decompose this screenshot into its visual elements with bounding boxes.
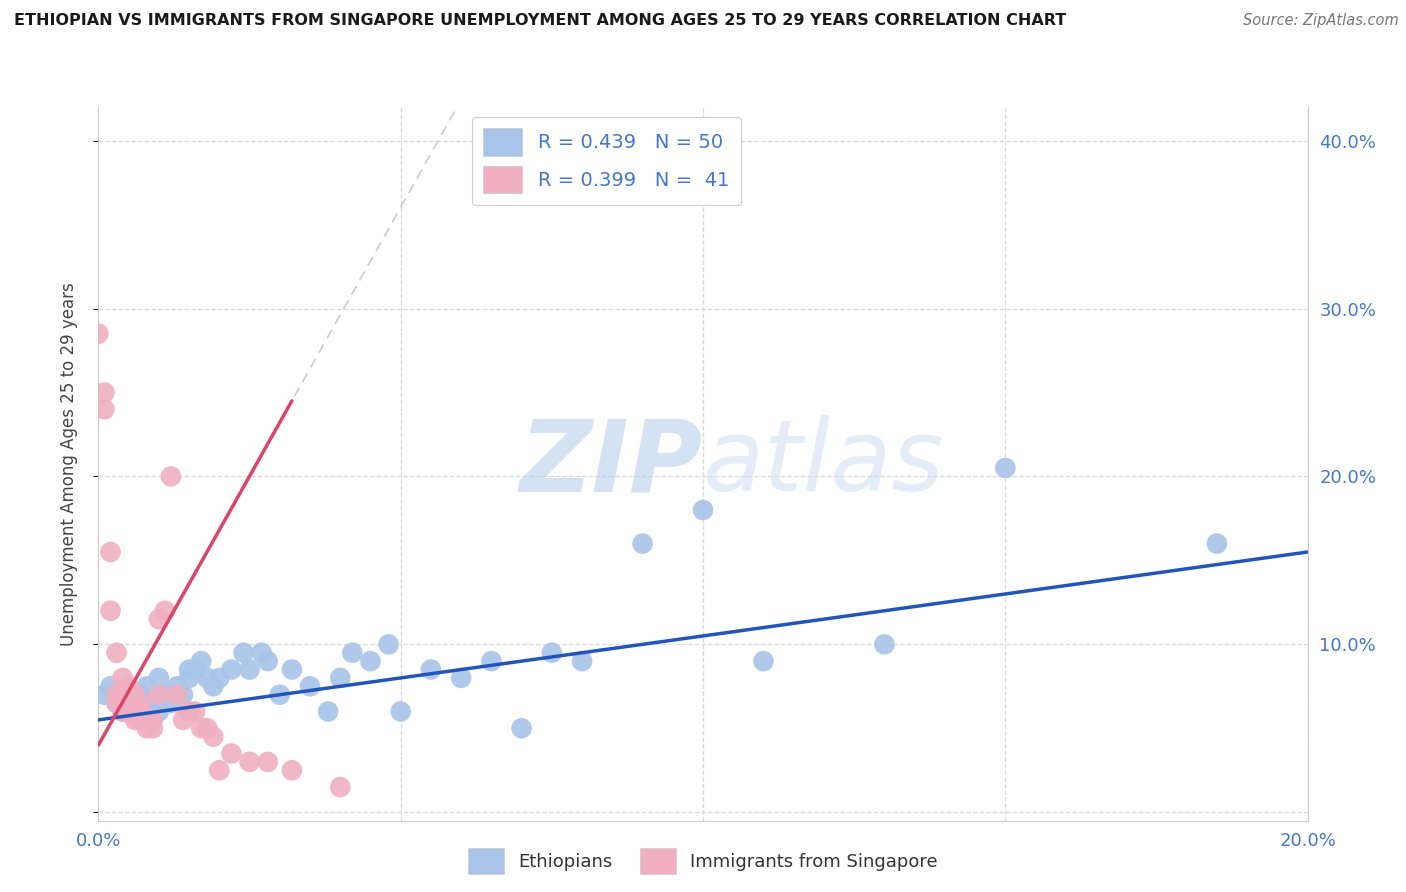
Point — [202, 679, 225, 693]
Point — [221, 747, 243, 761]
Point — [420, 663, 443, 677]
Point — [142, 721, 165, 735]
Point — [148, 612, 170, 626]
Point — [93, 402, 115, 417]
Text: ETHIOPIAN VS IMMIGRANTS FROM SINGAPORE UNEMPLOYMENT AMONG AGES 25 TO 29 YEARS CO: ETHIOPIAN VS IMMIGRANTS FROM SINGAPORE U… — [14, 13, 1066, 29]
Point — [111, 671, 134, 685]
Point — [153, 688, 176, 702]
Point — [142, 713, 165, 727]
Point — [124, 696, 146, 710]
Text: Source: ZipAtlas.com: Source: ZipAtlas.com — [1243, 13, 1399, 29]
Point — [299, 679, 322, 693]
Point — [105, 696, 128, 710]
Point — [124, 713, 146, 727]
Point — [148, 705, 170, 719]
Point — [184, 663, 207, 677]
Point — [129, 688, 152, 702]
Point — [142, 696, 165, 710]
Point — [256, 654, 278, 668]
Legend: Ethiopians, Immigrants from Singapore: Ethiopians, Immigrants from Singapore — [458, 839, 948, 883]
Point — [389, 705, 412, 719]
Point — [571, 654, 593, 668]
Point — [994, 461, 1017, 475]
Point — [148, 671, 170, 685]
Point — [118, 705, 141, 719]
Point — [124, 696, 146, 710]
Point — [190, 654, 212, 668]
Point — [148, 688, 170, 702]
Point — [118, 688, 141, 702]
Point — [281, 764, 304, 778]
Point — [153, 604, 176, 618]
Point — [540, 646, 562, 660]
Point — [329, 671, 352, 685]
Point — [239, 755, 262, 769]
Point — [232, 646, 254, 660]
Point — [329, 780, 352, 794]
Point — [100, 604, 122, 618]
Point — [166, 688, 188, 702]
Point — [250, 646, 273, 660]
Point — [179, 671, 201, 685]
Point — [87, 326, 110, 341]
Point — [342, 646, 364, 660]
Point — [184, 705, 207, 719]
Point — [377, 637, 399, 651]
Point — [135, 679, 157, 693]
Text: ZIP: ZIP — [520, 416, 703, 512]
Point — [118, 679, 141, 693]
Point — [118, 705, 141, 719]
Point — [360, 654, 382, 668]
Point — [873, 637, 896, 651]
Point — [752, 654, 775, 668]
Point — [195, 721, 218, 735]
Point — [105, 696, 128, 710]
Y-axis label: Unemployment Among Ages 25 to 29 years: Unemployment Among Ages 25 to 29 years — [59, 282, 77, 646]
Point — [118, 696, 141, 710]
Point — [1206, 536, 1229, 550]
Point — [111, 688, 134, 702]
Point — [111, 705, 134, 719]
Point — [190, 721, 212, 735]
Point — [239, 663, 262, 677]
Point — [129, 705, 152, 719]
Point — [256, 755, 278, 769]
Point — [179, 705, 201, 719]
Point — [172, 688, 194, 702]
Point — [481, 654, 503, 668]
Point — [631, 536, 654, 550]
Point — [202, 730, 225, 744]
Point — [221, 663, 243, 677]
Point — [100, 545, 122, 559]
Point — [135, 721, 157, 735]
Point — [208, 671, 231, 685]
Point — [129, 696, 152, 710]
Point — [100, 679, 122, 693]
Point — [316, 705, 339, 719]
Point — [135, 713, 157, 727]
Point — [160, 696, 183, 710]
Point — [105, 688, 128, 702]
Point — [692, 503, 714, 517]
Point — [93, 385, 115, 400]
Point — [269, 688, 291, 702]
Point — [208, 764, 231, 778]
Point — [160, 469, 183, 483]
Point — [172, 713, 194, 727]
Point — [281, 663, 304, 677]
Point — [93, 688, 115, 702]
Point — [195, 671, 218, 685]
Point — [166, 679, 188, 693]
Point — [129, 713, 152, 727]
Point — [450, 671, 472, 685]
Point — [124, 688, 146, 702]
Point — [510, 721, 533, 735]
Point — [111, 705, 134, 719]
Point — [129, 705, 152, 719]
Text: atlas: atlas — [703, 416, 945, 512]
Point — [179, 663, 201, 677]
Point — [105, 646, 128, 660]
